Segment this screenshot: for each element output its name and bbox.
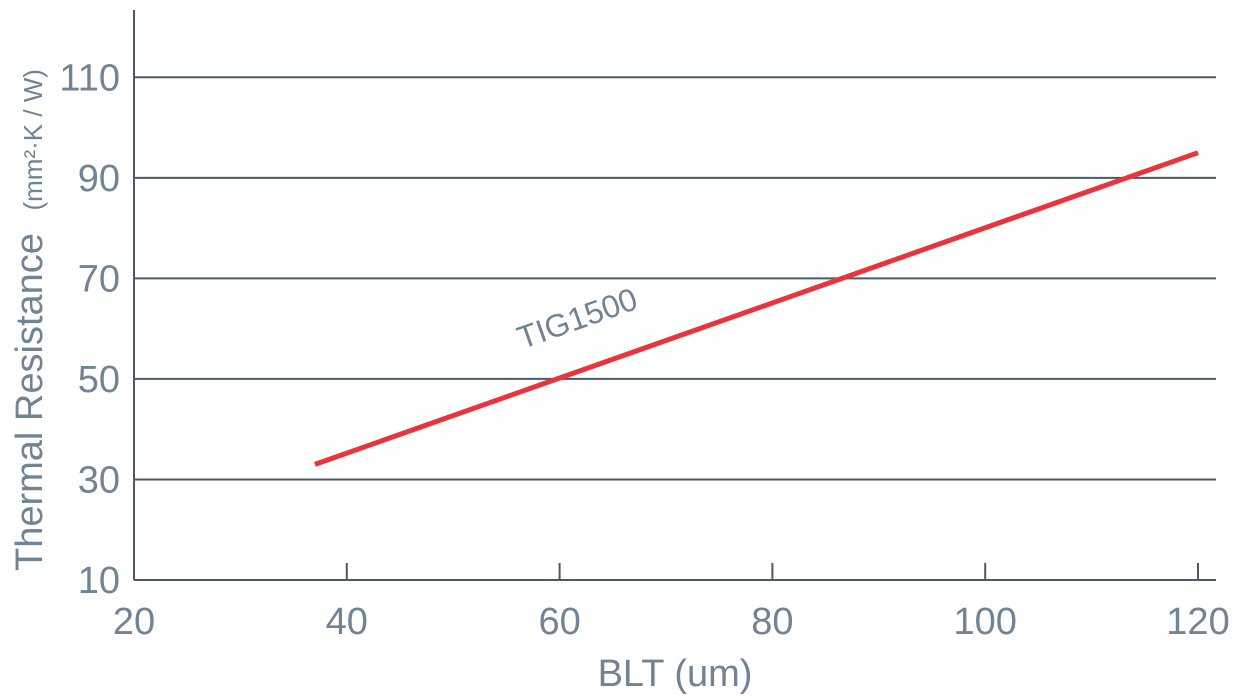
- grid-lines: [134, 76, 1216, 481]
- y-axis-title-main: Thermal Resistance: [9, 233, 51, 571]
- y-tick-label: 30: [78, 459, 120, 501]
- x-ticks: 20 40 60 80 100 120: [113, 563, 1230, 643]
- x-tick-label: 20: [113, 601, 155, 643]
- y-tick-label: 10: [78, 560, 120, 602]
- axes: [133, 10, 1216, 581]
- annotations: TIG1500: [513, 281, 642, 356]
- x-axis-title: BLT (um): [598, 653, 753, 695]
- y-ticks: 10 30 50 70 90 110: [59, 57, 120, 602]
- y-tick-label: 110: [59, 57, 120, 99]
- series-layer: [314, 150, 1199, 467]
- y-tick-label: 70: [78, 258, 120, 300]
- x-tick-label: 40: [326, 601, 368, 643]
- x-tick-label: 80: [751, 601, 793, 643]
- y-axis-title-unit: (mm²·K / W): [18, 69, 48, 211]
- x-tick-label: 60: [538, 601, 580, 643]
- y-tick-label: 50: [78, 359, 120, 401]
- y-axis-title: Thermal Resistance (mm²·K / W): [9, 69, 51, 571]
- x-tick-label: 100: [953, 601, 1016, 643]
- series-line-tig1500: [314, 150, 1199, 467]
- series-annotation-label: TIG1500: [513, 281, 642, 356]
- x-tick-label: 120: [1166, 601, 1229, 643]
- y-tick-label: 90: [78, 158, 120, 200]
